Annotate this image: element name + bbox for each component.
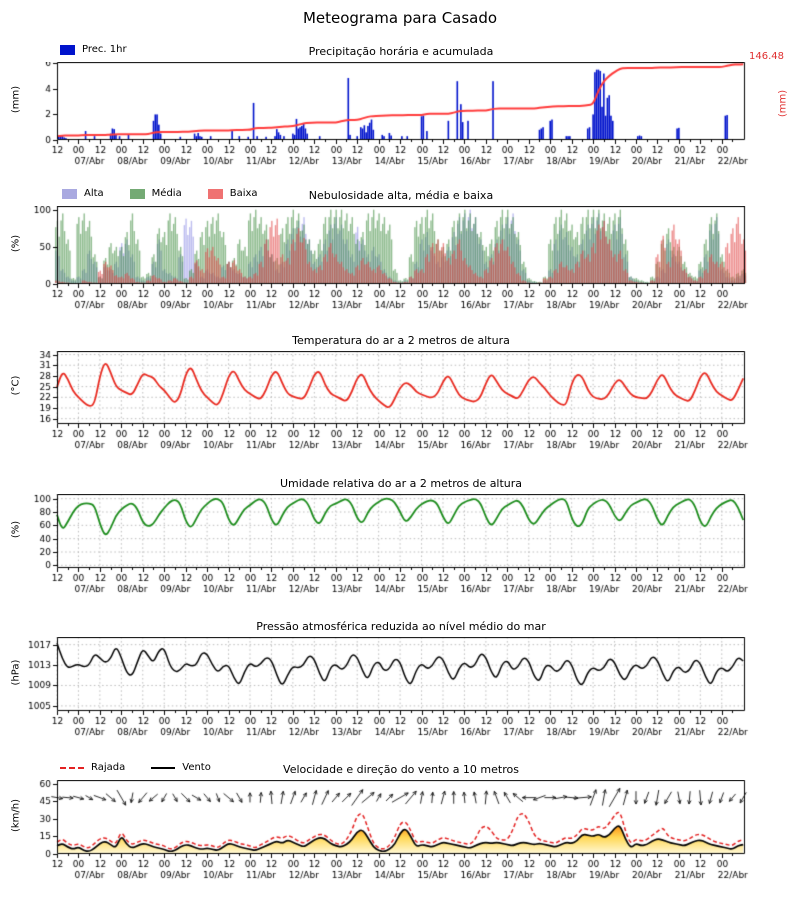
precip-legend: Prec. 1hr bbox=[60, 44, 153, 55]
panel-title-pressure: Pressão atmosférica reduzida ao nível mé… bbox=[256, 620, 546, 633]
figure-title: Meteograma para Casado bbox=[302, 9, 498, 27]
accumulated-total-label: 146.48 bbox=[749, 51, 784, 62]
wind-chart bbox=[0, 780, 800, 886]
rajada-label: Rajada bbox=[91, 762, 126, 773]
vento-label: Vento bbox=[182, 762, 211, 773]
panel-title-cloudiness: Nebulosidade alta, média e baixa bbox=[308, 189, 494, 202]
panel-title-humidity: Umidade relativa do ar a 2 metros de alt… bbox=[279, 477, 523, 490]
cloudiness-legend: Alta Média Baixa bbox=[62, 188, 284, 199]
media-label: Média bbox=[151, 188, 182, 199]
humidity-chart bbox=[0, 494, 800, 600]
prec-1hr-label: Prec. 1hr bbox=[82, 44, 127, 55]
panel-title-wind: Velocidade e direção do vento a 10 metro… bbox=[283, 763, 519, 776]
media-swatch-icon bbox=[129, 188, 145, 199]
temperature-chart bbox=[0, 351, 800, 456]
baixa-label: Baixa bbox=[229, 188, 258, 199]
precipitation-chart bbox=[0, 62, 800, 172]
pressure-chart bbox=[0, 637, 800, 743]
rajada-line-swatch-icon bbox=[60, 766, 84, 769]
vento-line-swatch-icon bbox=[151, 766, 176, 769]
alta-swatch-icon bbox=[62, 188, 77, 199]
prec-1hr-swatch-icon bbox=[60, 44, 75, 55]
alta-label: Alta bbox=[84, 188, 104, 199]
panel-title-precipitation: Precipitação horária e acumulada bbox=[308, 45, 494, 58]
wind-legend: Rajada Vento bbox=[60, 762, 237, 773]
baixa-swatch-icon bbox=[207, 188, 223, 199]
cloudiness-chart bbox=[0, 206, 800, 316]
panel-title-temperature: Temperatura do ar a 2 metros de altura bbox=[292, 334, 510, 347]
